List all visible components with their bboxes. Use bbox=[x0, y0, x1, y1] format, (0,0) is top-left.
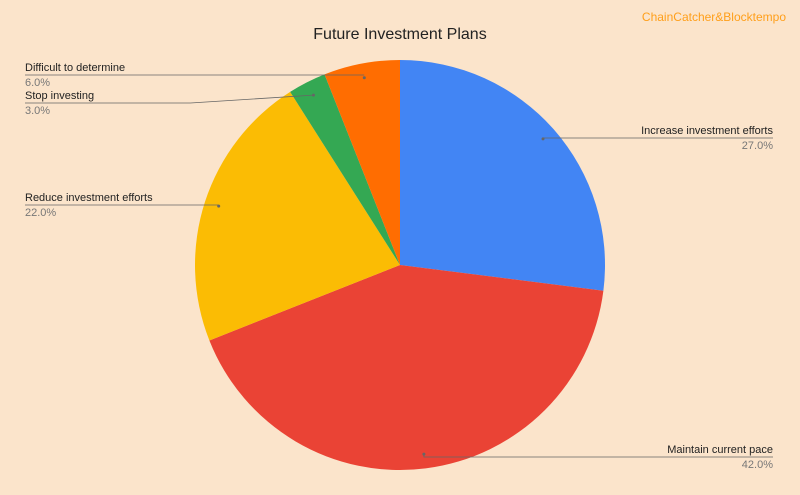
slice-label: Stop investing bbox=[25, 90, 94, 102]
pie-slice bbox=[290, 74, 400, 266]
slice-label: Reduce investment efforts bbox=[25, 192, 153, 204]
leader-dot bbox=[422, 452, 426, 456]
value-label: 42.0% bbox=[742, 459, 773, 471]
slice-label: Increase investment efforts bbox=[641, 125, 773, 137]
pie-slice bbox=[195, 91, 400, 341]
leader-dot bbox=[217, 204, 221, 208]
leader-dot bbox=[541, 137, 545, 141]
slice-label: Difficult to determine bbox=[25, 62, 125, 74]
chart-title: Future Investment Plans bbox=[313, 26, 486, 43]
watermark: ChainCatcher&Blocktempo bbox=[642, 10, 786, 24]
value-label: 22.0% bbox=[25, 207, 56, 219]
value-label: 3.0% bbox=[25, 105, 50, 117]
leader-dot bbox=[362, 76, 366, 80]
leader-line bbox=[25, 94, 314, 104]
pie-slice bbox=[209, 265, 604, 470]
value-label: 6.0% bbox=[25, 77, 50, 89]
pie-slice bbox=[400, 60, 605, 291]
pie-slice bbox=[324, 60, 400, 265]
leader-dot bbox=[311, 93, 315, 97]
value-label: 27.0% bbox=[742, 140, 773, 152]
slice-label: Maintain current pace bbox=[667, 444, 773, 456]
